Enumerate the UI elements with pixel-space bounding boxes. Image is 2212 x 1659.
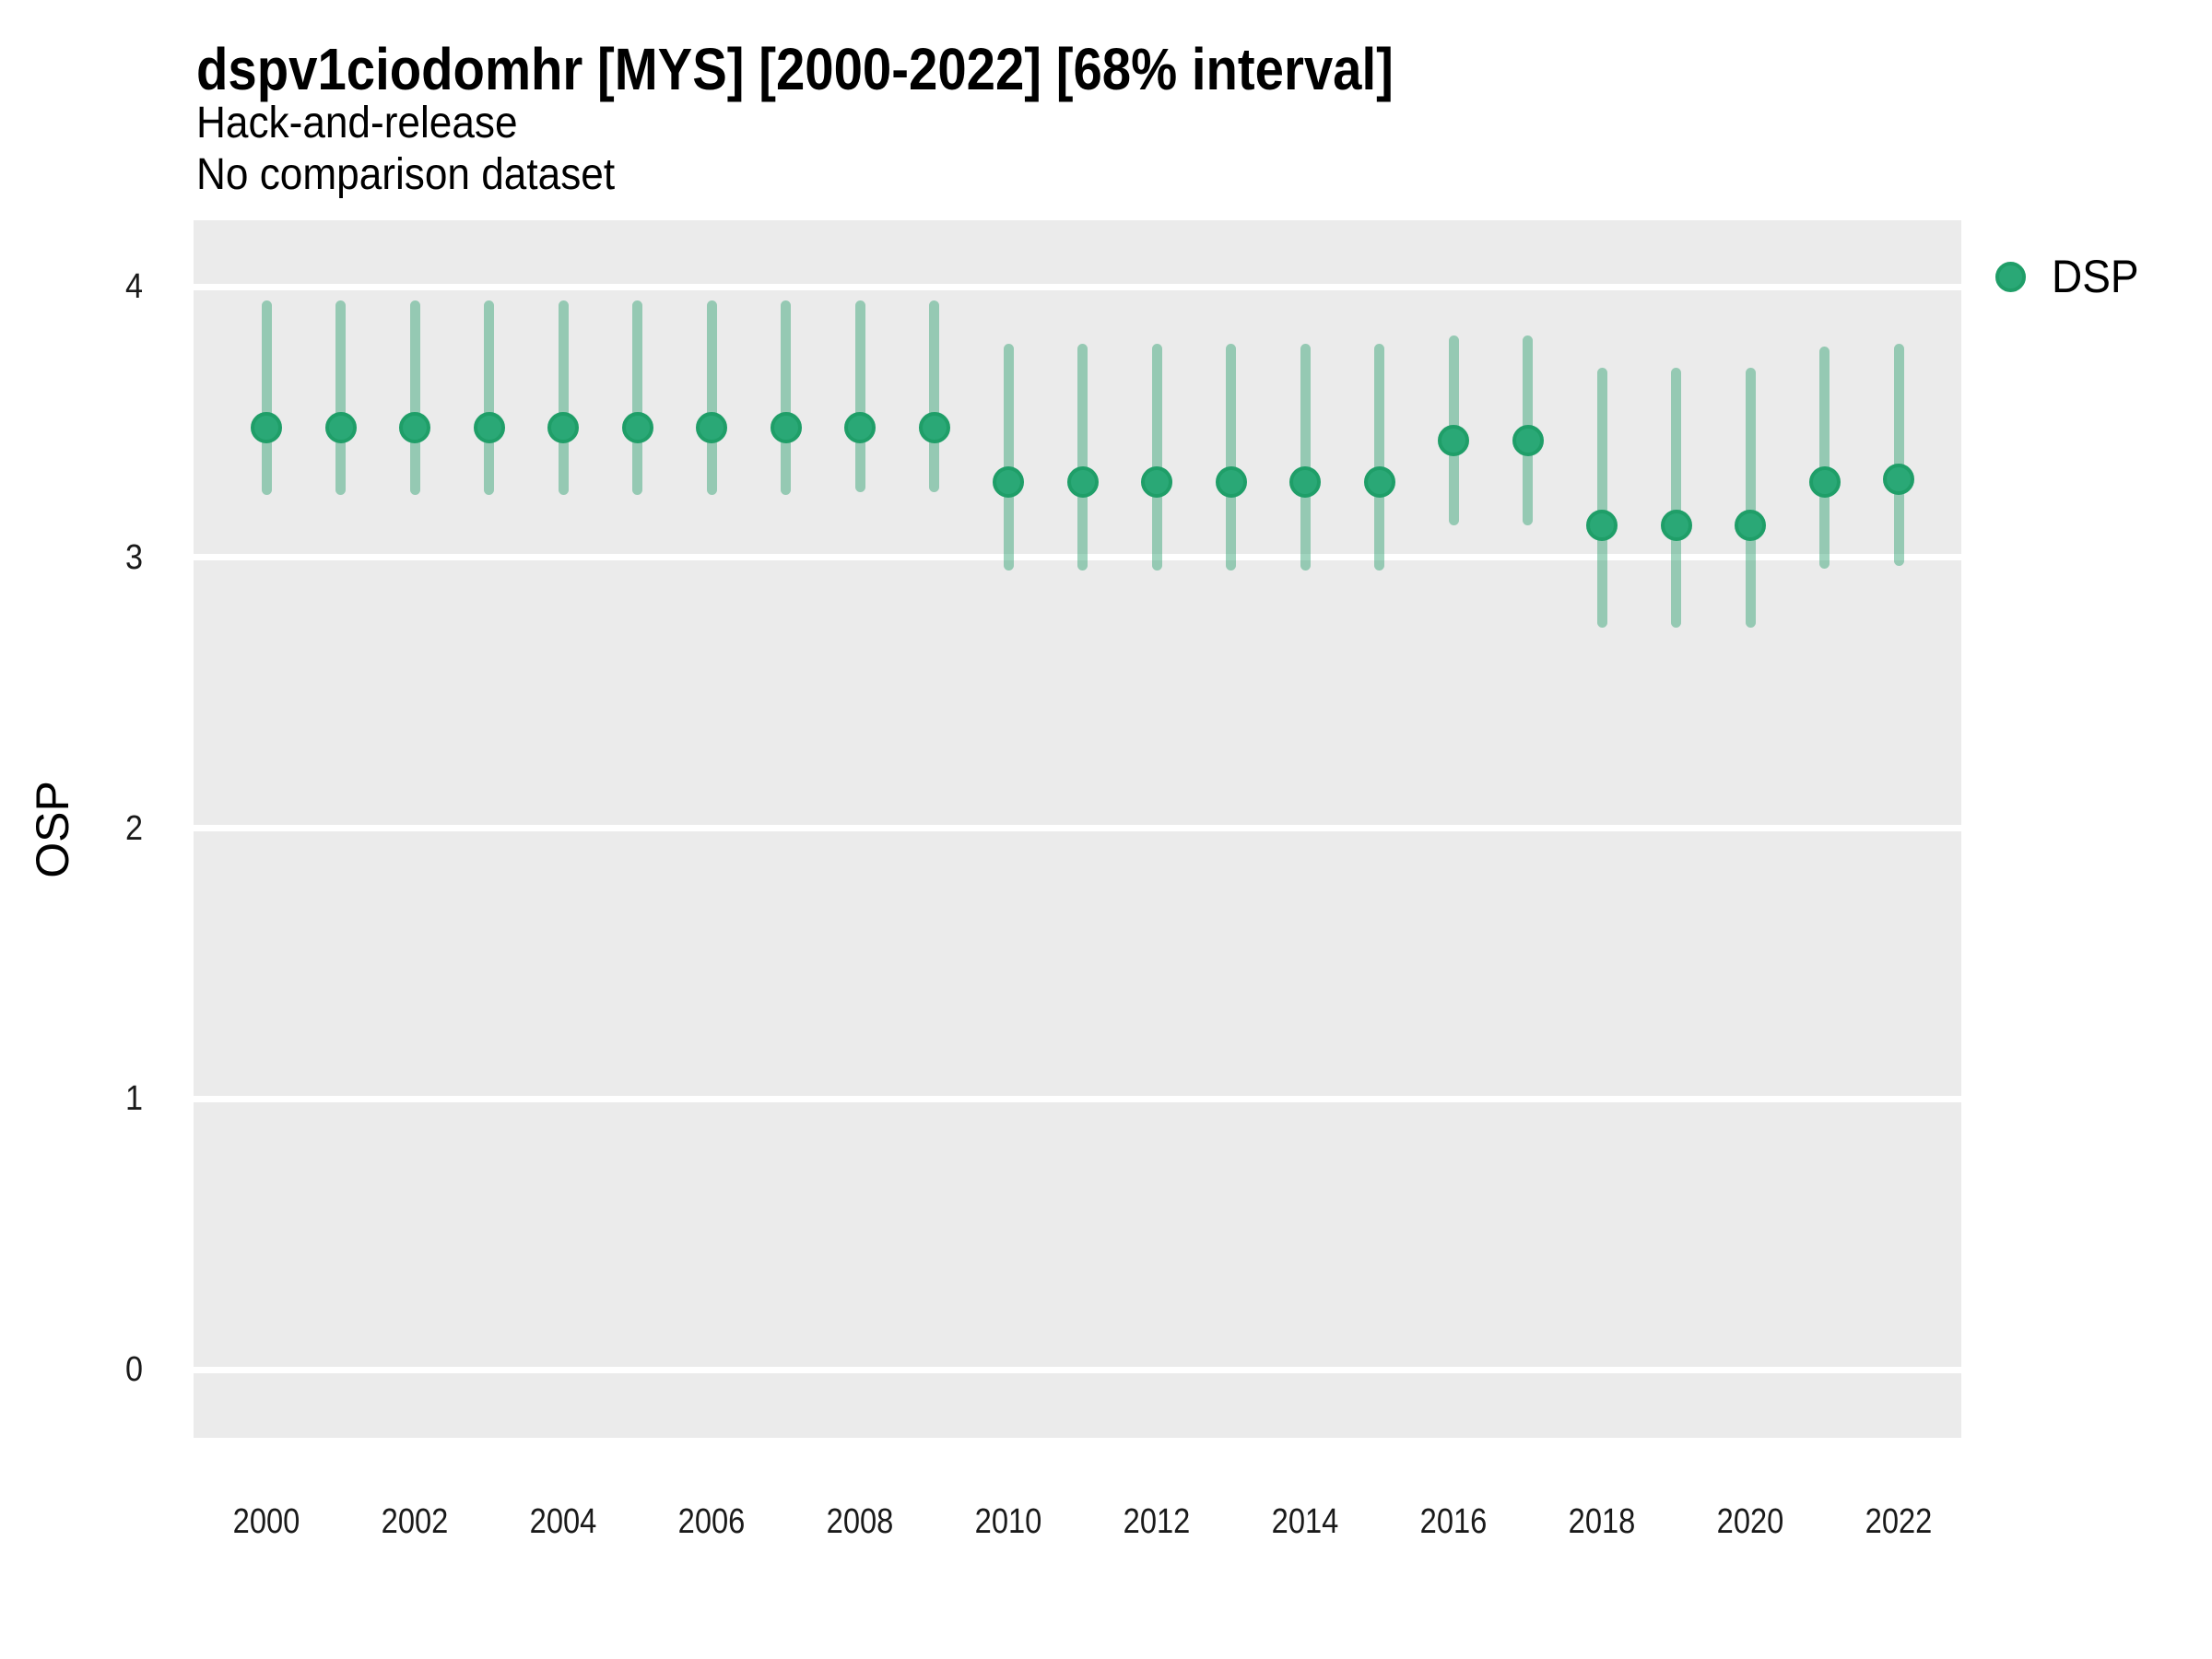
interval-bar-2022 [1893,343,1904,566]
data-point-2011 [1066,465,1099,498]
interval-bar-2000 [261,300,272,496]
data-point-2009 [918,411,950,443]
gridline-y-4 [194,283,1961,290]
gridline-y-0 [194,1366,1961,1373]
x-tick-label-2006: 2006 [677,1502,746,1541]
interval-bar-2014 [1300,343,1311,571]
data-point-2010 [993,465,1024,498]
data-point-2018 [1586,509,1618,541]
y-tick-label-4: 4 [124,267,143,306]
x-tick-label-2016: 2016 [1419,1502,1488,1541]
interval-bar-2021 [1819,346,1830,569]
data-point-2014 [1289,465,1321,498]
interval-bar-2007 [781,300,791,496]
interval-bar-2013 [1226,343,1236,571]
interval-bar-2005 [632,300,642,496]
data-point-2000 [251,411,282,443]
interval-bar-2009 [929,300,939,493]
x-tick-label-2014: 2014 [1271,1502,1339,1541]
data-point-2008 [844,411,876,443]
x-tick-label-2004: 2004 [529,1502,597,1541]
interval-bar-2002 [409,300,420,496]
gridline-y-3 [194,554,1961,561]
y-tick-label-2: 2 [124,808,143,848]
x-tick-label-2008: 2008 [826,1502,894,1541]
x-tick-label-2018: 2018 [1568,1502,1636,1541]
interval-bar-2004 [558,300,569,496]
legend-series-label: DSP [2052,251,2139,302]
data-point-2022 [1883,463,1914,495]
interval-bar-2019 [1671,368,1681,629]
data-point-2021 [1808,465,1841,498]
interval-bar-2003 [484,300,494,496]
chart-subtitle-line2: No comparison dataset [196,150,616,199]
interval-bar-2015 [1374,343,1384,571]
interval-bar-2006 [706,300,717,496]
data-point-2004 [547,411,579,443]
plot-panel [194,220,1961,1438]
x-tick-label-2000: 2000 [232,1502,300,1541]
interval-bar-2012 [1151,343,1162,571]
interval-bar-2020 [1745,368,1756,629]
y-tick-label-0: 0 [124,1350,143,1389]
x-tick-label-2010: 2010 [974,1502,1042,1541]
data-point-2013 [1215,465,1247,498]
data-point-2005 [621,411,653,443]
data-point-2007 [770,411,802,443]
x-tick-label-2020: 2020 [1716,1502,1784,1541]
x-tick-label-2012: 2012 [1123,1502,1191,1541]
data-point-2001 [324,411,357,443]
interval-bar-2011 [1077,343,1088,571]
y-tick-label-1: 1 [124,1079,143,1119]
data-point-2012 [1141,465,1172,498]
y-tick-label-3: 3 [124,537,143,577]
interval-bar-2008 [854,300,865,493]
chart-title: dspv1ciodomhr [MYS] [2000-2022] [68% int… [196,36,1394,102]
gridline-y-2 [194,825,1961,831]
x-tick-label-2022: 2022 [1865,1502,1933,1541]
data-point-2016 [1438,425,1469,457]
interval-bar-2010 [1003,343,1014,571]
interval-bar-2018 [1596,368,1607,629]
data-point-2019 [1660,509,1692,541]
chart-subtitle-line1: Hack-and-release [196,99,518,147]
data-point-2002 [399,411,430,443]
x-tick-label-2002: 2002 [381,1502,449,1541]
interval-bar-2001 [335,300,346,496]
data-point-2003 [473,411,505,443]
data-point-2017 [1512,425,1544,457]
data-point-2015 [1363,465,1395,498]
legend-point-icon [1995,262,2026,292]
data-point-2006 [696,411,727,443]
data-point-2020 [1735,509,1766,541]
gridline-y-1 [194,1095,1961,1102]
